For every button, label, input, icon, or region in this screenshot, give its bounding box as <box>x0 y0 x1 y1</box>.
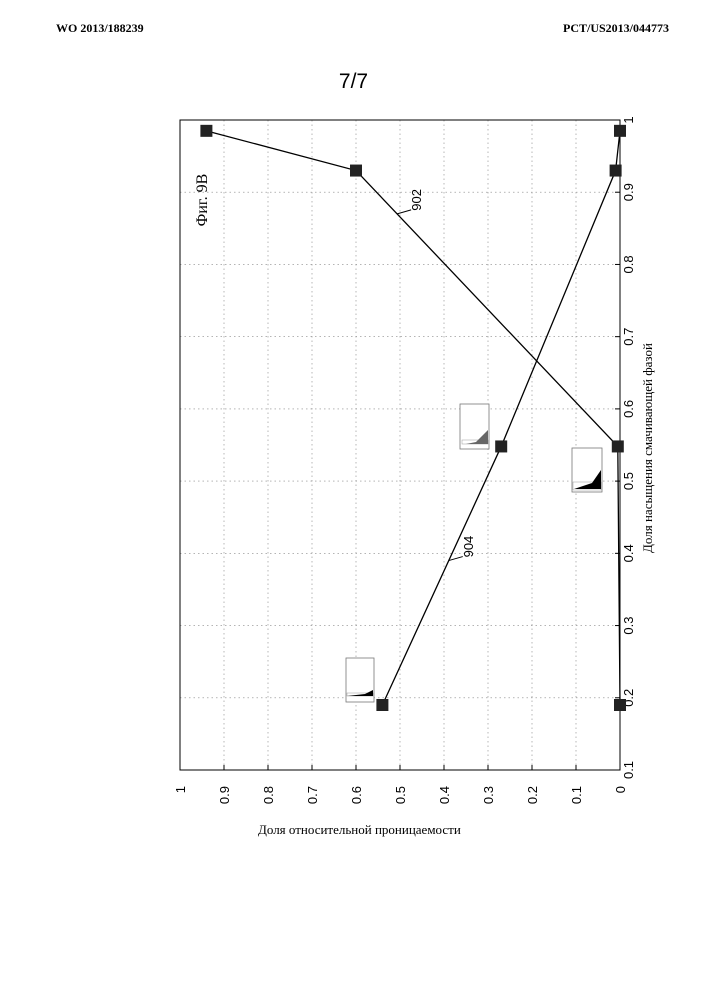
y-tick-label: 0.6 <box>349 786 364 804</box>
series-label-902-leader <box>397 210 411 214</box>
inset-histogram <box>460 404 489 449</box>
y-axis-caption: Доля относительной проницаемости <box>258 822 461 838</box>
x-tick-label: 0.8 <box>621 255 636 273</box>
series-label-904: 904 <box>461 536 476 558</box>
y-tick-label: 0.7 <box>305 786 320 804</box>
y-tick-label: 1 <box>173 786 188 793</box>
x-tick-label: 1 <box>621 116 636 123</box>
data-point-marker <box>614 125 626 137</box>
x-axis-caption: Доля насыщения смачивающей фазой <box>640 343 656 553</box>
y-tick-label: 0.9 <box>217 786 232 804</box>
y-tick-label: 0.3 <box>481 786 496 804</box>
data-point-marker <box>350 165 362 177</box>
x-tick-label: 0.3 <box>621 617 636 635</box>
inset-histogram <box>346 658 374 702</box>
data-point-marker <box>200 125 212 137</box>
data-point-marker <box>612 440 624 452</box>
series <box>200 125 626 711</box>
series-line-904 <box>382 131 620 705</box>
y-tick-labels: 0 0.1 0.2 0.3 0.4 0.5 0.6 0.7 0.8 0.9 1 <box>173 786 628 804</box>
data-point-marker <box>610 165 622 177</box>
y-tick-label: 0 <box>613 786 628 793</box>
series-label-902: 902 <box>409 189 424 211</box>
data-point-marker <box>376 699 388 711</box>
x-tick-label: 0.4 <box>621 544 636 562</box>
y-tick-label: 0.2 <box>525 786 540 804</box>
inset-histogram <box>572 448 602 492</box>
x-tick-label: 0.1 <box>621 761 636 779</box>
y-tick-label: 0.8 <box>261 786 276 804</box>
x-tick-label: 0.6 <box>621 400 636 418</box>
data-point-marker <box>614 699 626 711</box>
y-tick-label: 0.4 <box>437 786 452 804</box>
series-line-902 <box>206 131 620 705</box>
x-tick-label: 0.9 <box>621 183 636 201</box>
figure-label: Фиг. 9В <box>194 174 211 227</box>
x-tick-label: 0.5 <box>621 472 636 490</box>
y-tick-label: 0.1 <box>569 786 584 804</box>
x-tick-label: 0.7 <box>621 328 636 346</box>
data-point-marker <box>495 440 507 452</box>
y-tick-label: 0.5 <box>393 786 408 804</box>
